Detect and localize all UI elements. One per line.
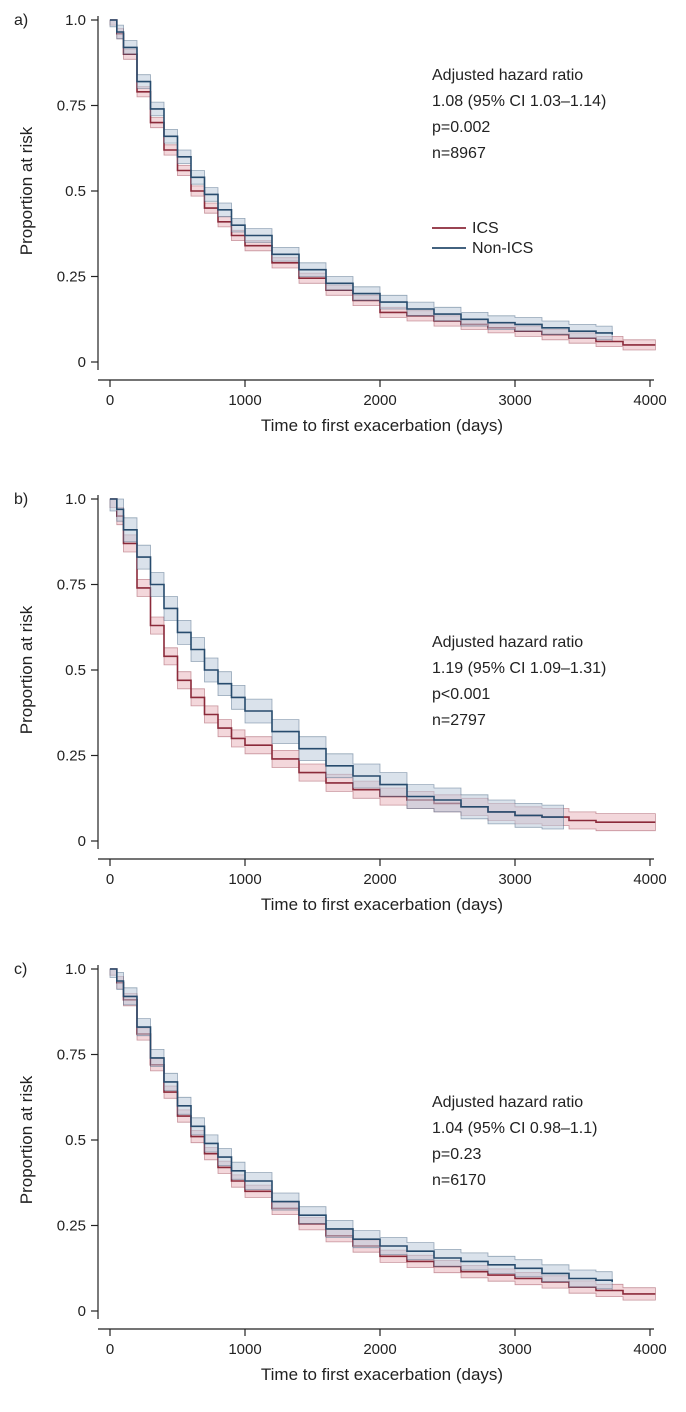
- hazard-annotation-line: n=6170: [432, 1172, 486, 1189]
- hazard-annotation-line: p=0.002: [432, 119, 490, 136]
- series-non-ics-ci-band: [109, 498, 564, 830]
- panel-1: a) 0 0.25 0.5 0.75 1.0 0 1000 2000 3000 4000 Time t…: [14, 12, 667, 435]
- x-tick-label: 0: [106, 392, 114, 409]
- panel-2: b) 0 0.25 0.5 0.75 1.0 0 1000 2000 3000 4000 Time t…: [14, 491, 667, 914]
- series-non-ics-ci-band: [109, 968, 613, 1291]
- hazard-annotation-line: p=0.23: [432, 1146, 481, 1163]
- x-tick-label: 1000: [228, 1341, 261, 1358]
- y-tick-label: 0.25: [57, 1218, 86, 1235]
- legend-label: Non-ICS: [472, 240, 533, 257]
- y-tick-label: 0: [78, 833, 86, 850]
- panel-label: b): [14, 491, 28, 508]
- hazard-annotation-line: 1.19 (95% CI 1.09–1.31): [432, 660, 606, 677]
- series-non-ics-line: [110, 19, 613, 335]
- y-tick-label: 0.25: [57, 748, 86, 765]
- y-tick-label: 1.0: [65, 491, 86, 508]
- x-tick-label: 3000: [498, 871, 531, 888]
- x-tick-label: 1000: [228, 392, 261, 409]
- y-tick-label: 0.75: [57, 98, 86, 115]
- legend-label: ICS: [472, 220, 499, 237]
- x-tick-label: 4000: [633, 392, 666, 409]
- x-tick-label: 0: [106, 871, 114, 888]
- hazard-annotation-line: Adjusted hazard ratio: [432, 67, 583, 84]
- hazard-annotation-line: 1.08 (95% CI 1.03–1.14): [432, 93, 606, 110]
- hazard-annotation-line: Adjusted hazard ratio: [432, 634, 583, 651]
- x-tick-label: 1000: [228, 871, 261, 888]
- series-non-ics-line: [110, 498, 564, 818]
- x-tick-label: 3000: [498, 1341, 531, 1358]
- y-axis-title: Proportion at risk: [17, 605, 36, 734]
- x-tick-label: 2000: [363, 1341, 396, 1358]
- y-tick-label: 1.0: [65, 961, 86, 978]
- hazard-annotation-line: n=2797: [432, 712, 486, 729]
- y-tick-label: 0.5: [65, 183, 86, 200]
- series-non-ics-ci-band: [109, 19, 613, 342]
- series-non-ics-line: [110, 968, 613, 1282]
- panel-label: a): [14, 12, 28, 29]
- panel-3: c) 0 0.25 0.5 0.75 1.0 0 1000 2000 3000 4000 Time t…: [14, 961, 667, 1384]
- y-tick-label: 0.75: [57, 577, 86, 594]
- y-axis-title: Proportion at risk: [17, 1075, 36, 1204]
- x-axis-title: Time to first exacerbation (days): [261, 1365, 503, 1384]
- x-tick-label: 0: [106, 1341, 114, 1358]
- y-tick-label: 1.0: [65, 12, 86, 29]
- hazard-annotation-line: p<0.001: [432, 686, 490, 703]
- y-tick-label: 0: [78, 354, 86, 371]
- hazard-annotation-line: n=8967: [432, 145, 486, 162]
- x-tick-label: 2000: [363, 392, 396, 409]
- hazard-annotation-line: 1.04 (95% CI 0.98–1.1): [432, 1120, 597, 1137]
- y-tick-label: 0.25: [57, 269, 86, 286]
- x-tick-label: 3000: [498, 392, 531, 409]
- hazard-annotation-line: Adjusted hazard ratio: [432, 1094, 583, 1111]
- y-tick-label: 0.75: [57, 1047, 86, 1064]
- x-axis-title: Time to first exacerbation (days): [261, 895, 503, 914]
- panel-label: c): [14, 961, 27, 978]
- series-ics-ci-band: [109, 498, 656, 832]
- y-tick-label: 0: [78, 1303, 86, 1320]
- x-tick-label: 2000: [363, 871, 396, 888]
- y-tick-label: 0.5: [65, 1132, 86, 1149]
- x-tick-label: 4000: [633, 871, 666, 888]
- x-axis-title: Time to first exacerbation (days): [261, 416, 503, 435]
- y-axis-title: Proportion at risk: [17, 126, 36, 255]
- x-tick-label: 4000: [633, 1341, 666, 1358]
- legend: ICS Non-ICS: [432, 220, 533, 257]
- y-tick-label: 0.5: [65, 662, 86, 679]
